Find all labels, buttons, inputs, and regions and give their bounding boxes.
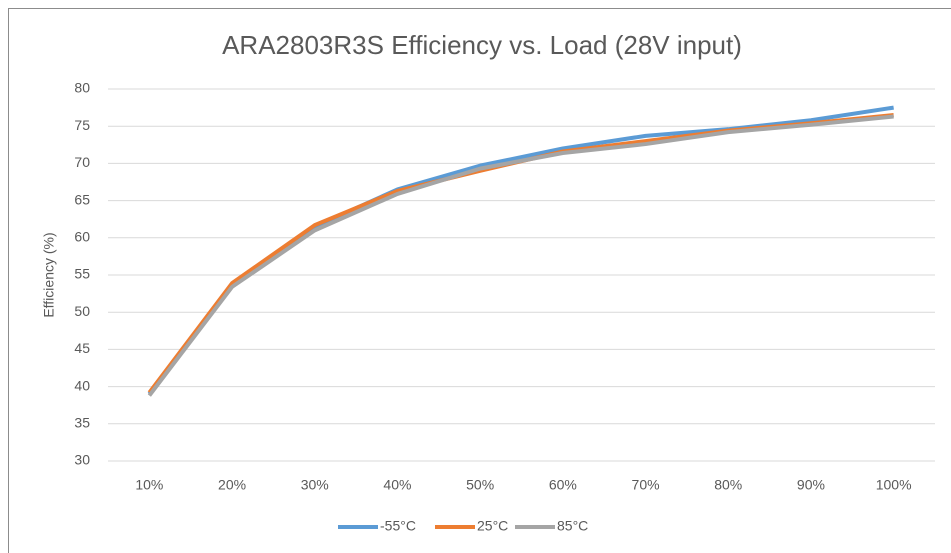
chart-frame bbox=[8, 8, 951, 553]
x-tick-label: 60% bbox=[549, 477, 577, 493]
x-tick-label: 10% bbox=[135, 477, 163, 493]
y-tick-label: 35 bbox=[74, 415, 90, 431]
y-tick-label: 50 bbox=[74, 303, 90, 319]
x-tick-label: 80% bbox=[714, 477, 742, 493]
y-tick-label: 30 bbox=[74, 452, 90, 468]
y-tick-label: 60 bbox=[74, 229, 90, 245]
y-tick-label: 55 bbox=[74, 266, 90, 282]
x-tick-label: 90% bbox=[797, 477, 825, 493]
legend-label: 25°C bbox=[477, 518, 508, 534]
y-tick-label: 45 bbox=[74, 340, 90, 356]
x-tick-label: 100% bbox=[876, 477, 912, 493]
y-tick-label: 65 bbox=[74, 191, 90, 207]
y-tick-label: 40 bbox=[74, 377, 90, 393]
y-axis-label: Efficiency (%) bbox=[41, 232, 57, 317]
x-tick-label: 70% bbox=[632, 477, 660, 493]
y-tick-label: 80 bbox=[74, 80, 90, 96]
legend-label: -55°C bbox=[380, 518, 416, 534]
y-tick-label: 70 bbox=[74, 154, 90, 170]
y-tick-label: 75 bbox=[74, 117, 90, 133]
x-tick-label: 50% bbox=[466, 477, 494, 493]
x-tick-label: 20% bbox=[218, 477, 246, 493]
chart-title: ARA2803R3S Efficiency vs. Load (28V inpu… bbox=[222, 30, 742, 60]
x-tick-label: 30% bbox=[301, 477, 329, 493]
x-tick-label: 40% bbox=[383, 477, 411, 493]
legend-label: 85°C bbox=[557, 518, 588, 534]
series-line bbox=[147, 114, 894, 397]
